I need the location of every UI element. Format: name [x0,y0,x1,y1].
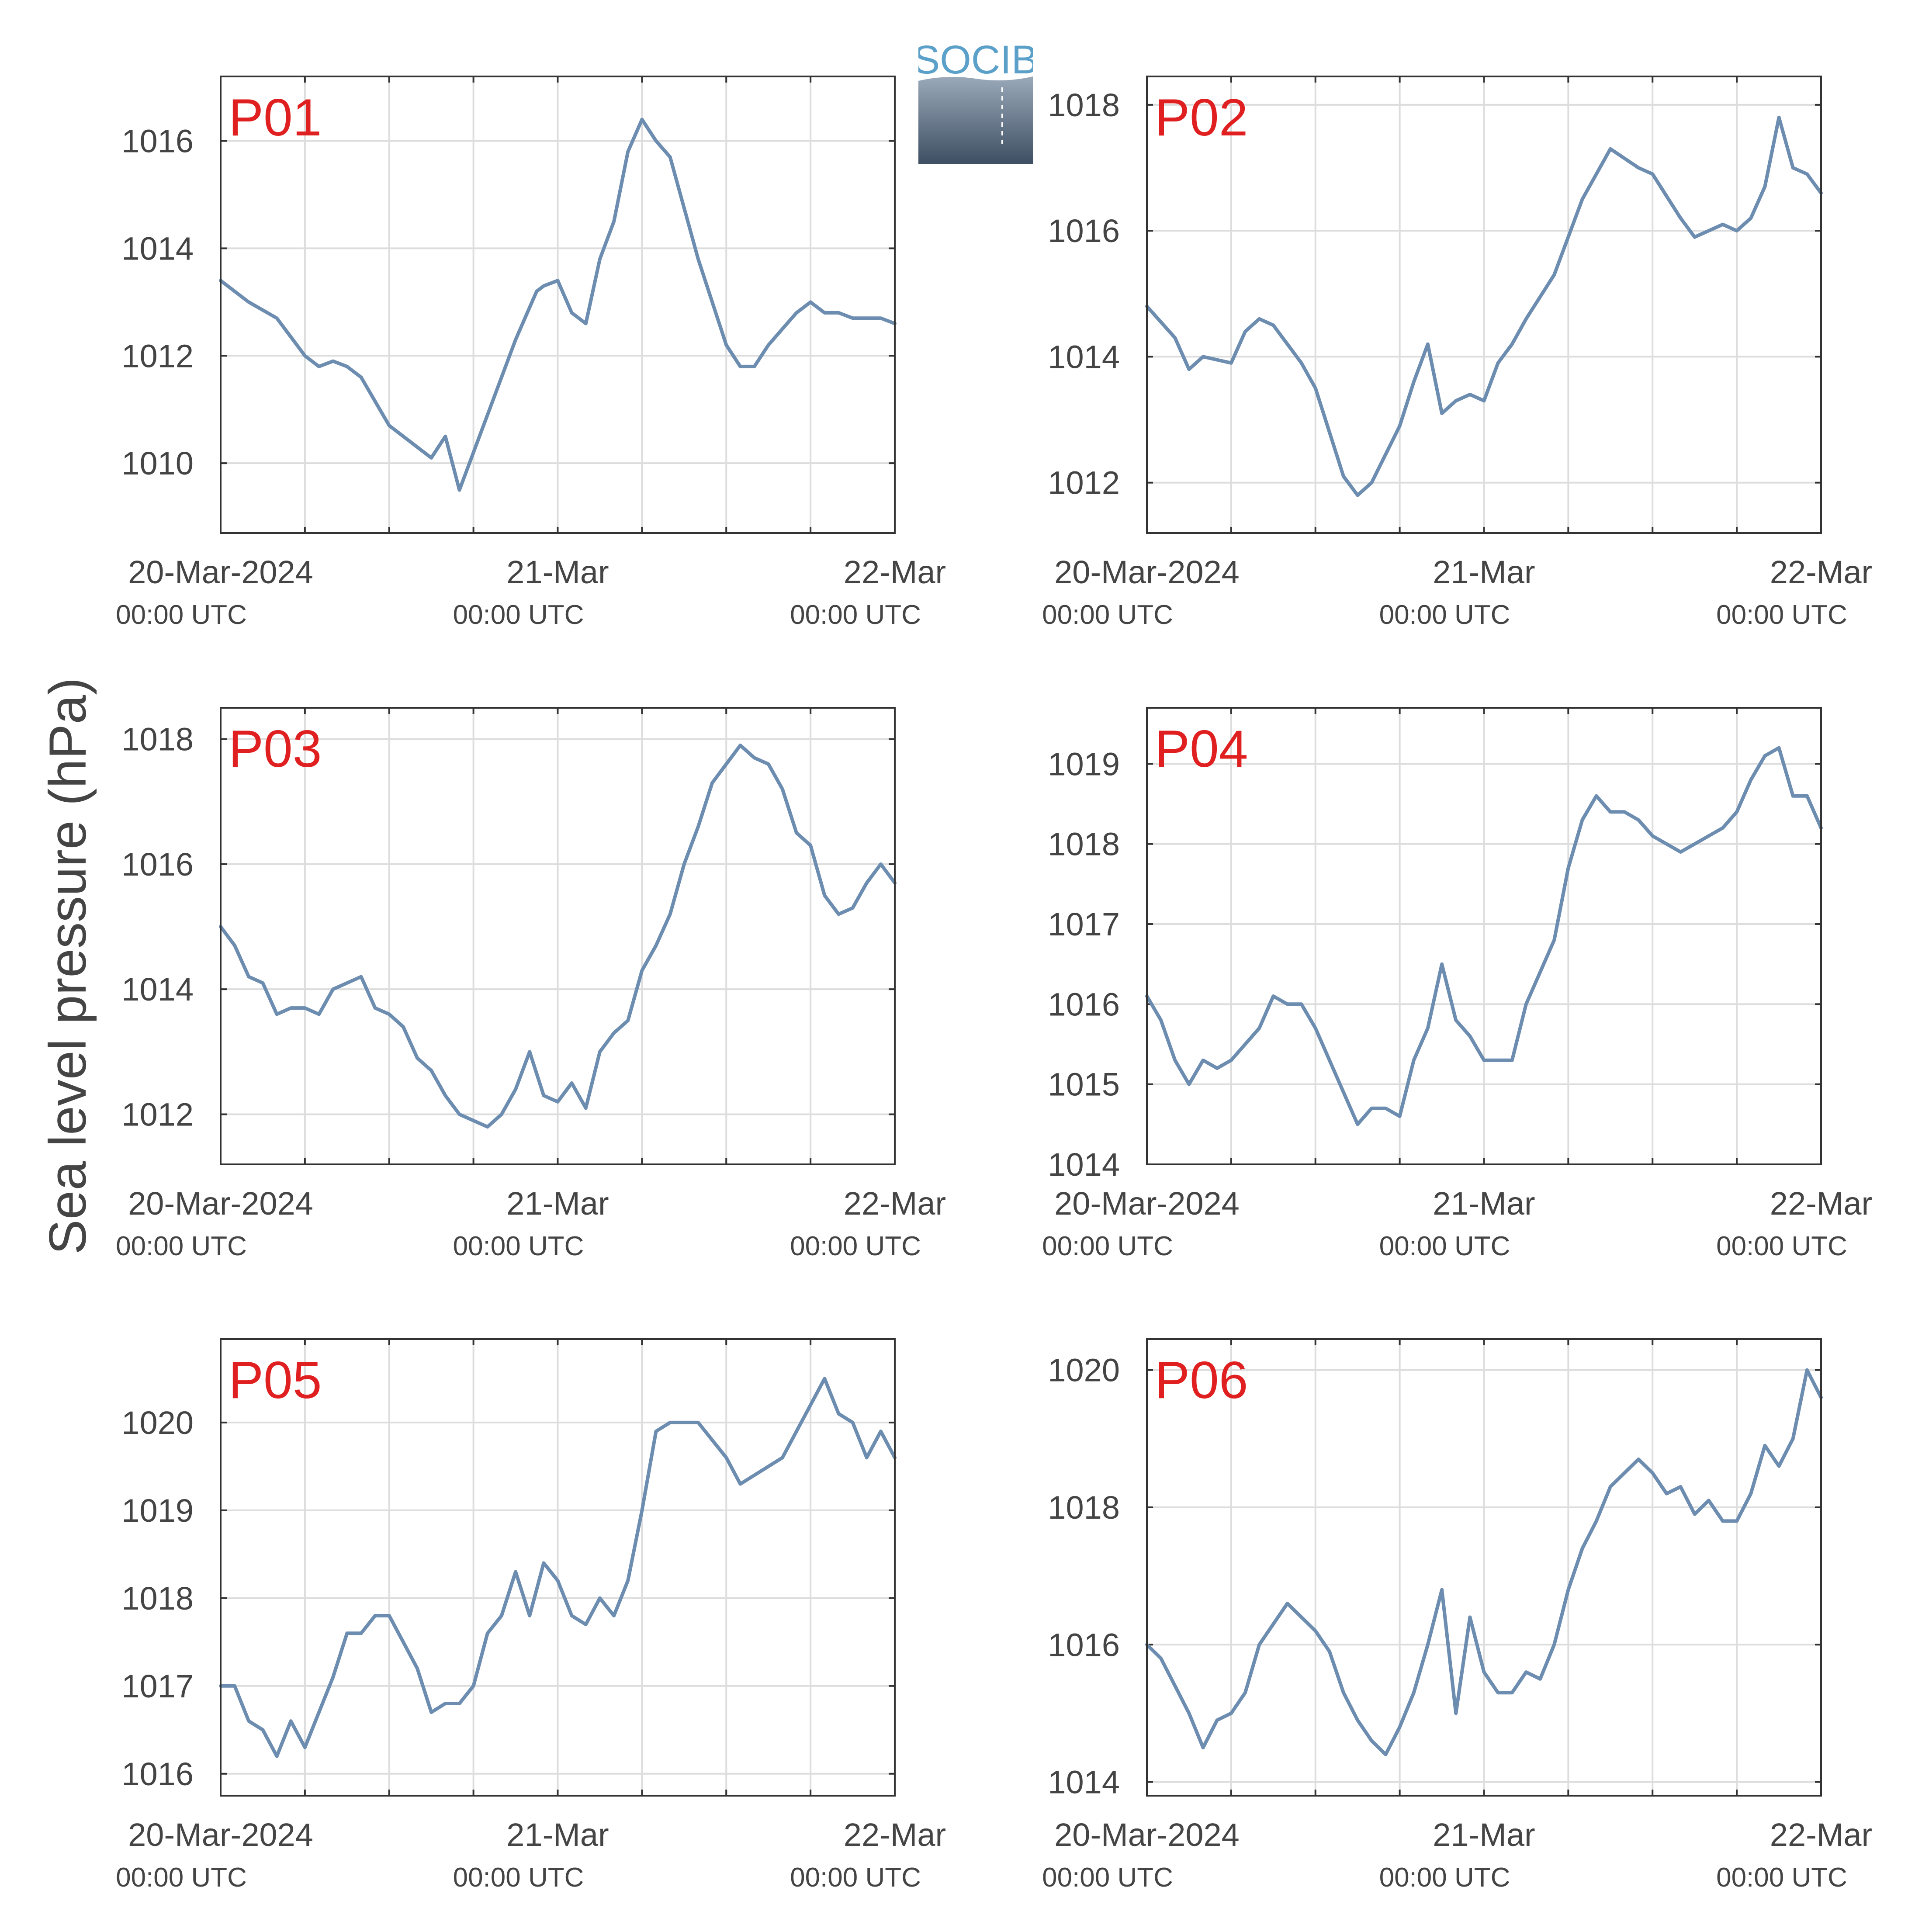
x-tick-label: 21-Mar [506,554,609,590]
panel-label: P01 [229,88,322,147]
x-tick-label: 22-Mar [844,1185,946,1222]
panel-label: P03 [229,720,322,778]
y-axis-label: Sea level pressure (hPa) [38,677,97,1255]
x-tick-label: 20-Mar-2024 [1054,1185,1240,1222]
y-tick-label: 1017 [121,1668,194,1704]
series-line [219,743,897,1129]
x-tick-sublabel: 00:00 UTC [790,1863,921,1893]
x-tick-sublabel: 00:00 UTC [116,1863,247,1893]
axes-frame [1146,1338,1822,1797]
x-tick-sublabel: 00:00 UTC [790,1231,921,1261]
x-tick-sublabel: 00:00 UTC [1042,1231,1173,1261]
panel-p03: 1012 1014 1016 1018 P03 20-Mar-2024 00:00 UTC 2… [116,707,946,1261]
x-tick-sublabel: 00:00 UTC [453,1863,584,1893]
panel-label: P05 [229,1351,322,1409]
x-tick-sublabel: 00:00 UTC [1042,1863,1173,1893]
x-tick-sublabel: 00:00 UTC [116,600,247,630]
y-tick-label: 1018 [1048,87,1120,123]
x-tick-label: 20-Mar-2024 [128,1185,313,1222]
x-tick-label: 21-Mar [1433,1185,1535,1222]
x-tick-sublabel: 00:00 UTC [1716,600,1847,630]
x-tick-label: 20-Mar-2024 [128,1817,313,1853]
axes-frame [220,76,896,534]
x-tick-label: 22-Mar [1770,1817,1872,1853]
y-tick-label: 1012 [1048,465,1120,501]
x-tick-label: 21-Mar [506,1185,609,1222]
x-tick-label: 20-Mar-2024 [1054,554,1240,590]
x-tick-sublabel: 00:00 UTC [1379,1863,1510,1893]
panel-label: P04 [1155,720,1248,778]
x-tick-label: 20-Mar-2024 [1054,1817,1240,1853]
axes-frame [1146,76,1822,534]
y-tick-label: 1016 [1048,986,1120,1022]
x-tick-label: 20-Mar-2024 [128,554,313,590]
x-tick-label: 22-Mar [844,554,946,590]
y-tick-label: 1012 [121,1096,194,1132]
y-tick-label: 1020 [121,1405,194,1441]
y-tick-label: 1018 [1048,1489,1120,1526]
panel-p05: 1016 1017 1018 1019 1020 P05 20-Mar-2024 00:00 … [116,1338,946,1893]
y-tick-label: 1015 [1048,1066,1120,1103]
series-line [219,118,897,492]
y-tick-label: 1019 [121,1492,194,1529]
x-tick-label: 22-Mar [1770,554,1872,590]
x-tick-sublabel: 00:00 UTC [1716,1231,1847,1261]
axes-frame [220,707,896,1165]
y-tick-label: 1014 [1048,1764,1120,1800]
y-tick-label: 1017 [1048,906,1120,942]
y-tick-label: 1016 [121,123,194,159]
series-line [1145,1368,1823,1756]
x-tick-sublabel: 00:00 UTC [453,1231,584,1261]
panel-p02: 1012 1014 1016 1018 P02 20-Mar-2024 00:00 UTC 2… [1042,76,1872,630]
series-line [1145,746,1823,1126]
x-tick-label: 22-Mar [1770,1185,1872,1222]
y-tick-label: 1016 [1048,1627,1120,1663]
y-tick-label: 1019 [1048,746,1120,782]
x-tick-sublabel: 00:00 UTC [1379,1231,1510,1261]
panel-p06: 1014 1016 1018 1020 P06 20-Mar-2024 00:00 UTC 2… [1042,1338,1872,1893]
y-tick-label: 1018 [1048,826,1120,862]
panel-label: P02 [1155,88,1248,147]
x-tick-sublabel: 00:00 UTC [1716,1863,1847,1893]
x-tick-sublabel: 00:00 UTC [1042,600,1173,630]
y-tick-label: 1016 [121,846,194,883]
y-tick-label: 1016 [1048,213,1120,249]
x-tick-label: 21-Mar [1433,1817,1535,1853]
x-tick-sublabel: 00:00 UTC [1379,600,1510,630]
panel-p04: 1014 1015 1016 1017 1018 1019 P04 20-Mar-2024 00… [1042,707,1872,1261]
y-tick-label: 1014 [121,230,194,267]
series-line [219,1377,897,1758]
y-tick-label: 1016 [121,1756,194,1792]
y-tick-label: 1014 [1048,339,1120,375]
y-tick-label: 1018 [121,721,194,758]
x-tick-sublabel: 00:00 UTC [116,1231,247,1261]
y-tick-label: 1014 [121,971,194,1008]
x-tick-sublabel: 00:00 UTC [453,600,584,630]
x-tick-label: 21-Mar [1433,554,1535,590]
y-tick-label: 1010 [121,445,194,481]
y-tick-label: 1012 [121,338,194,374]
logo-text: SOCIB [918,44,1033,82]
panel-label: P06 [1155,1351,1248,1409]
panel-p01: 1010 1012 1014 1016 P01 20-Mar-2024 00:00 UTC 2… [116,76,946,630]
axes-frame [220,1338,896,1797]
y-tick-label: 1020 [1048,1352,1120,1388]
x-tick-label: 22-Mar [844,1817,946,1853]
socib-logo: SOCIB [918,44,1033,164]
x-tick-sublabel: 00:00 UTC [790,600,921,630]
x-tick-label: 21-Mar [506,1817,609,1853]
y-tick-label: 1014 [1048,1146,1120,1183]
y-tick-label: 1018 [121,1580,194,1617]
series-line [1145,115,1823,497]
axes-frame [1146,707,1822,1165]
